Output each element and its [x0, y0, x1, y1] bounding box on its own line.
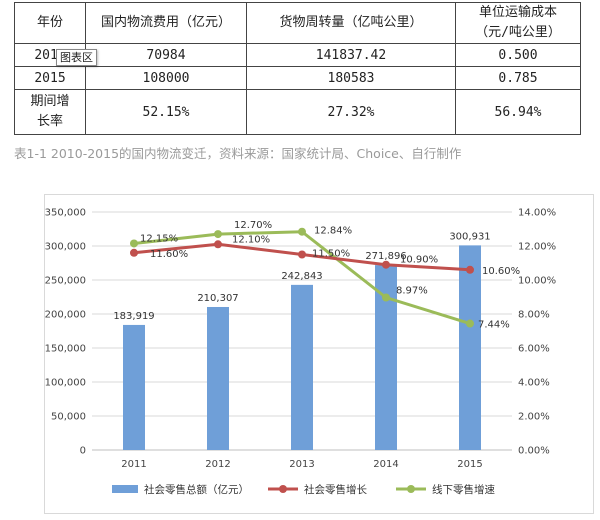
bar [207, 306, 229, 450]
y-right-tick-label: 0.00% [518, 446, 550, 457]
y-left-tick-label: 150,000 [45, 344, 86, 355]
header-year: 年份 [14, 2, 86, 44]
bar-value-label: 210,307 [197, 293, 238, 304]
x-tick-label: 2015 [457, 459, 482, 470]
x-tick-label: 2012 [205, 459, 230, 470]
series-point [214, 240, 222, 249]
bar [459, 245, 481, 450]
y-right-tick-label: 14.00% [518, 208, 556, 219]
bar-value-label: 300,931 [449, 231, 490, 242]
y-right-tick-label: 4.00% [518, 378, 550, 389]
y-left-tick-label: 0 [80, 446, 86, 457]
series-point [298, 250, 306, 259]
series-point [298, 227, 306, 236]
y-left-tick-label: 350,000 [45, 208, 86, 219]
bar-value-label: 183,919 [113, 311, 154, 322]
series-point [130, 248, 138, 257]
bar-value-label: 271,896 [365, 251, 406, 262]
y-right-tick-label: 10.00% [518, 276, 556, 287]
table-row: 2010 70984 141837.42 0.500 [14, 43, 581, 67]
y-right-tick-label: 8.00% [518, 310, 550, 321]
x-tick-label: 2013 [289, 459, 314, 470]
y-left-tick-label: 200,000 [45, 310, 86, 321]
legend-label: 线下零售增速 [432, 483, 495, 496]
y-right-tick-label: 6.00% [518, 344, 550, 355]
chart-area[interactable] [44, 194, 594, 514]
legend-label: 社会零售增长 [304, 483, 367, 496]
y-right-tick-label: 2.00% [518, 412, 550, 423]
table-cell: 180583 [246, 66, 456, 90]
table-cell: 56.94% [455, 89, 581, 135]
bar [375, 265, 397, 450]
legend-bar-swatch [112, 485, 138, 493]
table-caption: 表1-1 2010-2015的国内物流变迁，资料来源：国家统计局、Choice、… [14, 146, 462, 161]
chart-area-tooltip: 图表区 [56, 49, 97, 66]
line-value-label: 11.60% [150, 249, 188, 260]
bar [123, 324, 145, 450]
header-logistics-cost: 国内物流费用（亿元） [85, 2, 247, 44]
table-cell: 52.15% [85, 89, 247, 135]
series-point [466, 319, 474, 328]
bar-value-label: 242,843 [281, 271, 322, 282]
line-value-label: 12.84% [314, 226, 352, 237]
line-value-label: 10.90% [400, 255, 438, 266]
table-header-row: 年份 国内物流费用（亿元） 货物周转量（亿吨公里） 单位运输成本 （元/吨公里） [14, 2, 581, 44]
logistics-table: 年份 国内物流费用（亿元） 货物周转量（亿吨公里） 单位运输成本 （元/吨公里）… [14, 2, 581, 135]
line-value-label: 12.70% [234, 220, 272, 231]
line-value-label: 7.44% [478, 320, 510, 331]
x-tick-label: 2014 [373, 459, 398, 470]
series-point [466, 265, 474, 274]
legend-label: 社会零售总额（亿元） [144, 483, 249, 496]
bar [291, 284, 313, 450]
series-point [382, 293, 390, 302]
y-left-tick-label: 100,000 [45, 378, 86, 389]
y-right-tick-label: 12.00% [518, 242, 556, 253]
legend-marker [279, 485, 287, 493]
header-unit-cost: 单位运输成本 （元/吨公里） [455, 2, 581, 44]
line-value-label: 8.97% [396, 286, 428, 297]
series-point [382, 260, 390, 269]
y-left-tick-label: 300,000 [45, 242, 86, 253]
table-cell: 0.785 [455, 66, 581, 90]
line-value-label: 12.10% [232, 234, 270, 245]
series-point [214, 230, 222, 239]
table-row: 期间增 长率 52.15% 27.32% 56.94% [14, 89, 581, 135]
table-cell: 0.500 [455, 43, 581, 67]
y-left-tick-label: 250,000 [45, 276, 86, 287]
x-tick-label: 2011 [121, 459, 146, 470]
line-value-label: 12.15% [140, 233, 178, 244]
line-value-label: 10.60% [482, 266, 520, 277]
table-cell: 27.32% [246, 89, 456, 135]
table-cell: 141837.42 [246, 43, 456, 67]
table-cell: 期间增 长率 [14, 89, 86, 135]
line-value-label: 11.50% [312, 249, 350, 260]
y-left-tick-label: 50,000 [51, 412, 86, 423]
legend-marker [407, 485, 415, 493]
table-cell: 108000 [85, 66, 247, 90]
series-point [130, 239, 138, 248]
